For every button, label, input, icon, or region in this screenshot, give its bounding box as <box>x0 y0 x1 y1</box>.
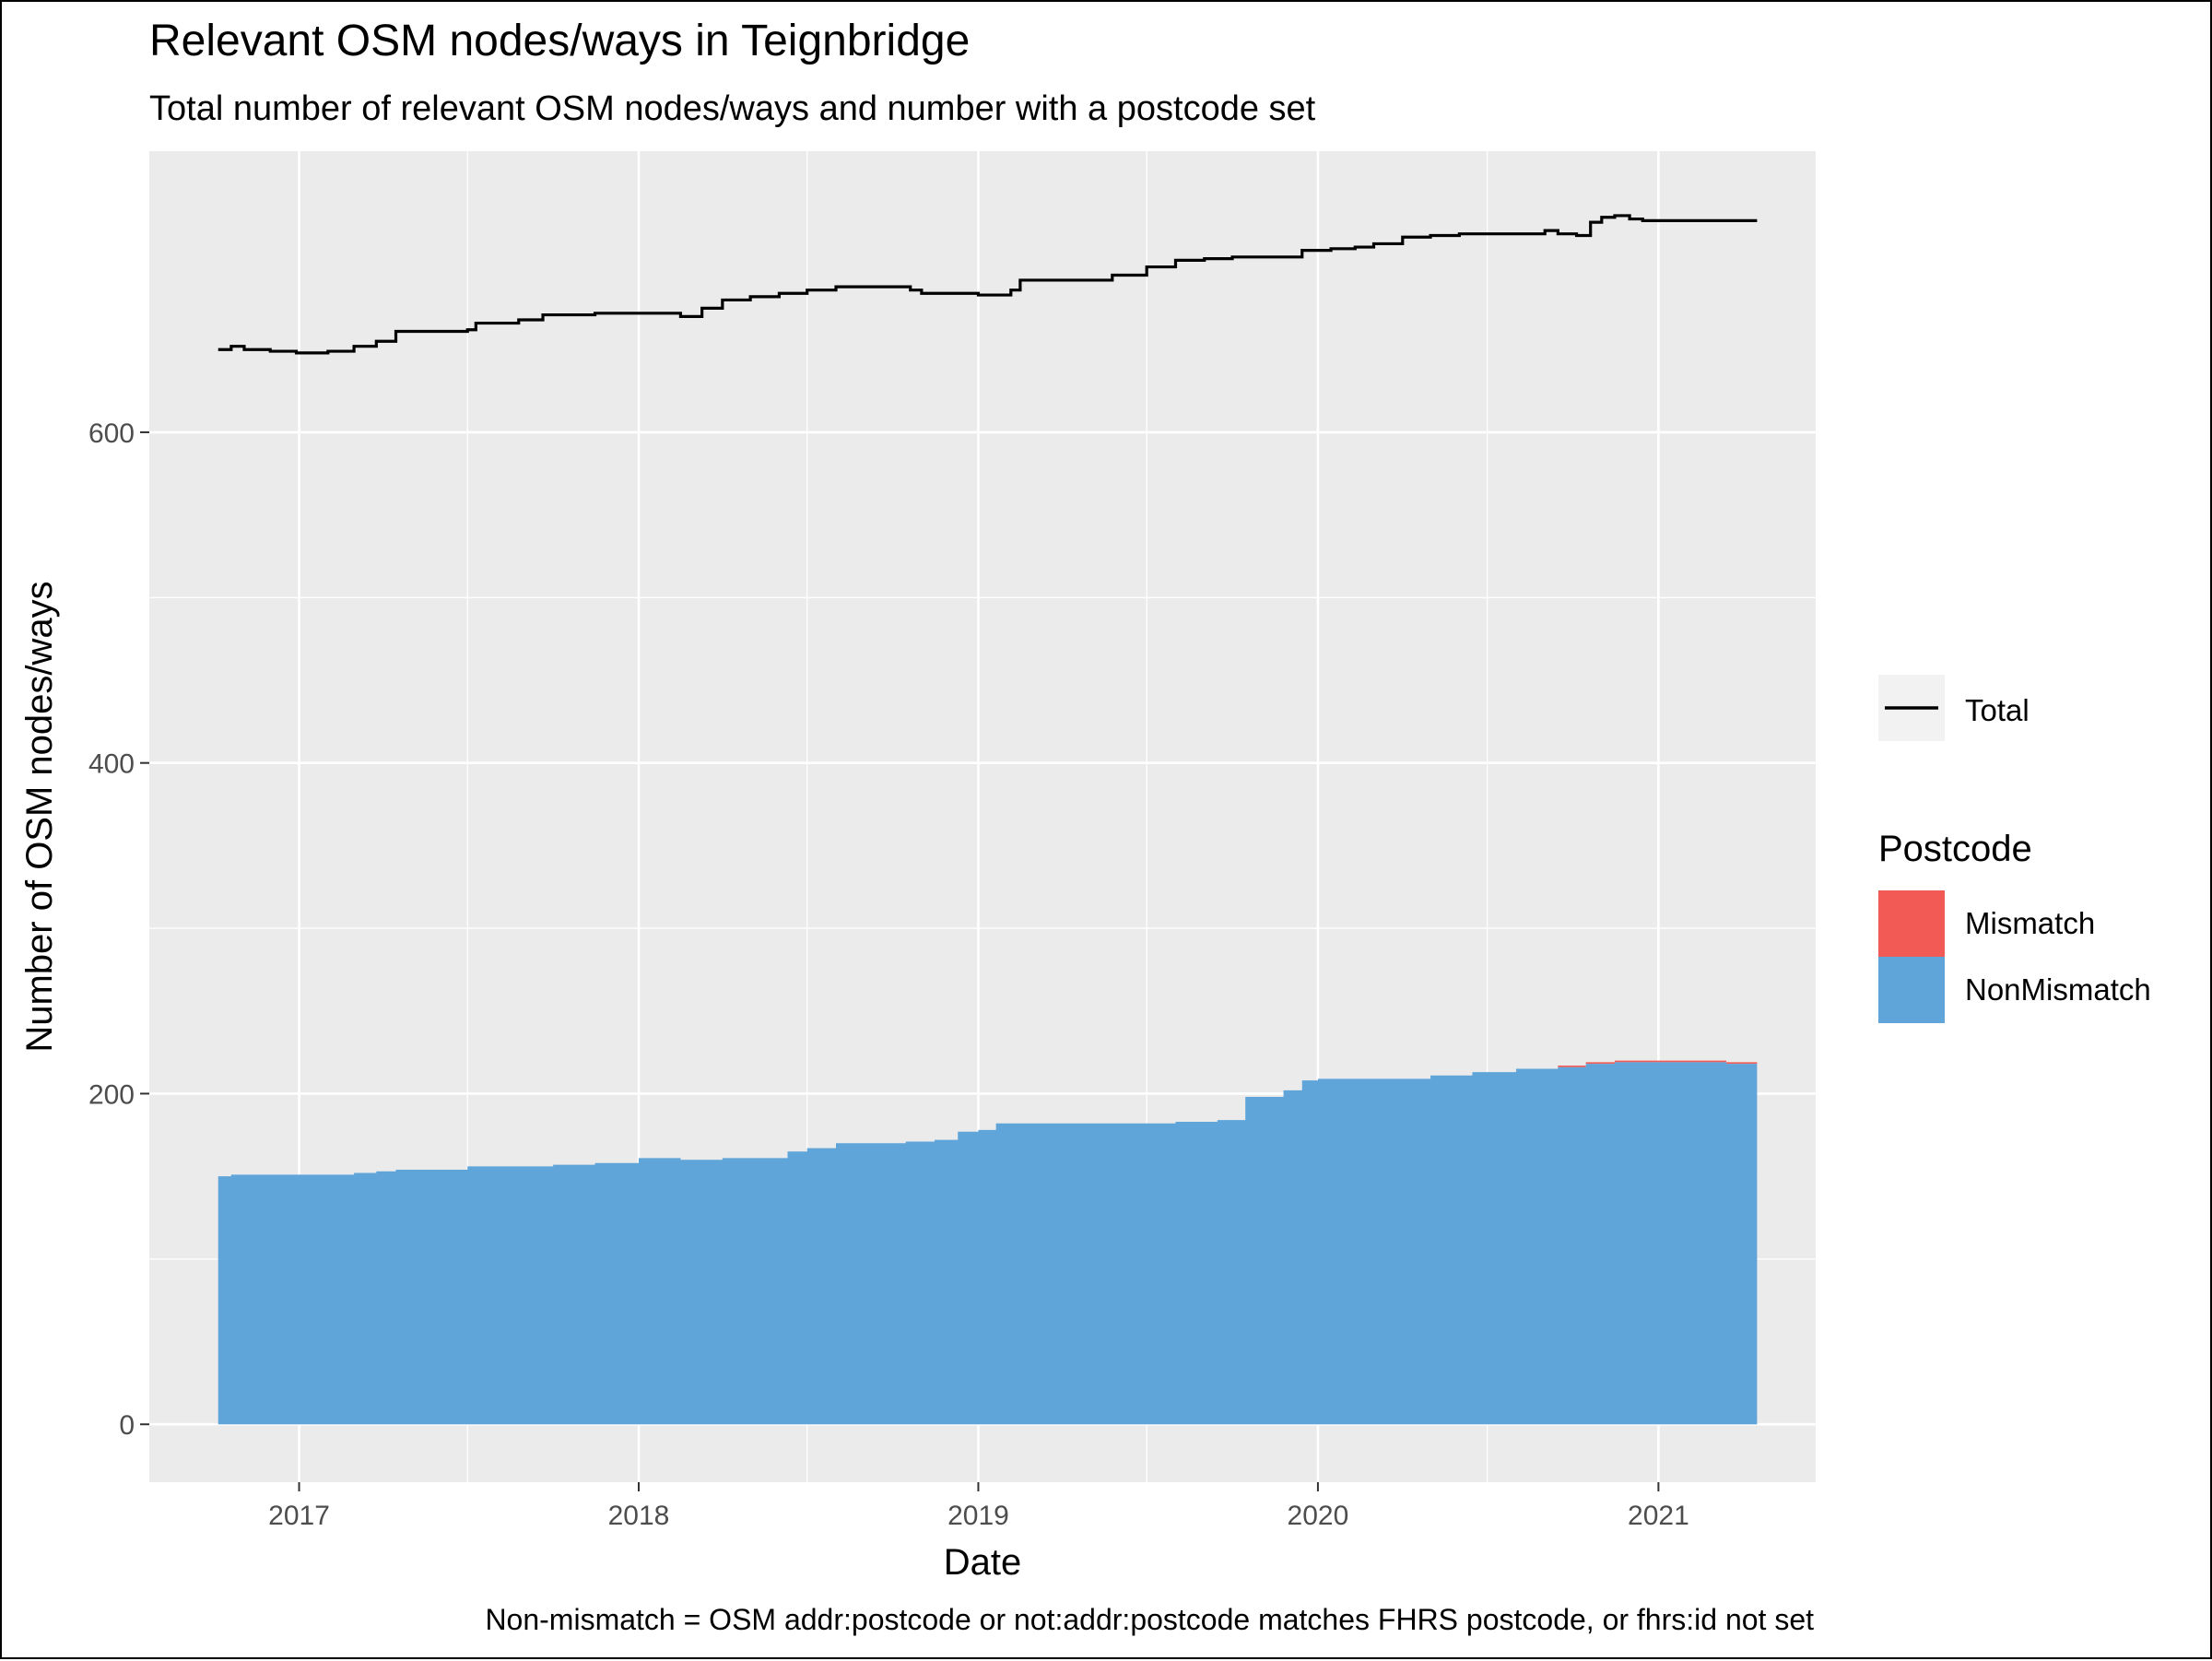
legend-title-postcode: Postcode <box>1878 829 2032 869</box>
x-tick-label: 2021 <box>1628 1501 1689 1531</box>
x-tick-label: 2018 <box>608 1501 670 1531</box>
legend-label-total: Total <box>1965 693 2030 727</box>
chart-subtitle: Total number of relevant OSM nodes/ways … <box>149 89 1316 128</box>
legend-label-nonmismatch: NonMismatch <box>1965 972 2151 1007</box>
x-axis-label: Date <box>944 1542 1022 1583</box>
stacked-areas <box>218 1060 1758 1425</box>
legend-swatch-mismatch <box>1878 890 1945 957</box>
y-axis: 0 200 400 600 <box>88 418 149 1441</box>
y-tick-label: 200 <box>88 1079 135 1110</box>
chart-title: Relevant OSM nodes/ways in Teignbridge <box>149 17 970 65</box>
legend-swatch-nonmismatch <box>1878 957 1945 1023</box>
total-line <box>218 214 1758 355</box>
y-tick-label: 0 <box>119 1410 135 1441</box>
nonmismatch-area <box>218 1062 1758 1425</box>
x-tick-label: 2017 <box>268 1501 330 1531</box>
y-axis-label: Number of OSM nodes/ways <box>19 581 60 1052</box>
line-series <box>218 214 1758 355</box>
x-axis: 2017 2018 2019 2020 2021 <box>268 1482 1689 1531</box>
x-tick-label: 2019 <box>947 1501 1009 1531</box>
y-tick-label: 600 <box>88 418 135 449</box>
y-tick-label: 400 <box>88 749 135 780</box>
chart-caption: Non-mismatch = OSM addr:postcode or not:… <box>485 1603 1814 1636</box>
legend: Total Postcode Mismatch NonMismatch <box>1878 675 2151 1023</box>
legend-label-mismatch: Mismatch <box>1965 906 2095 940</box>
x-tick-label: 2020 <box>1288 1501 1349 1531</box>
